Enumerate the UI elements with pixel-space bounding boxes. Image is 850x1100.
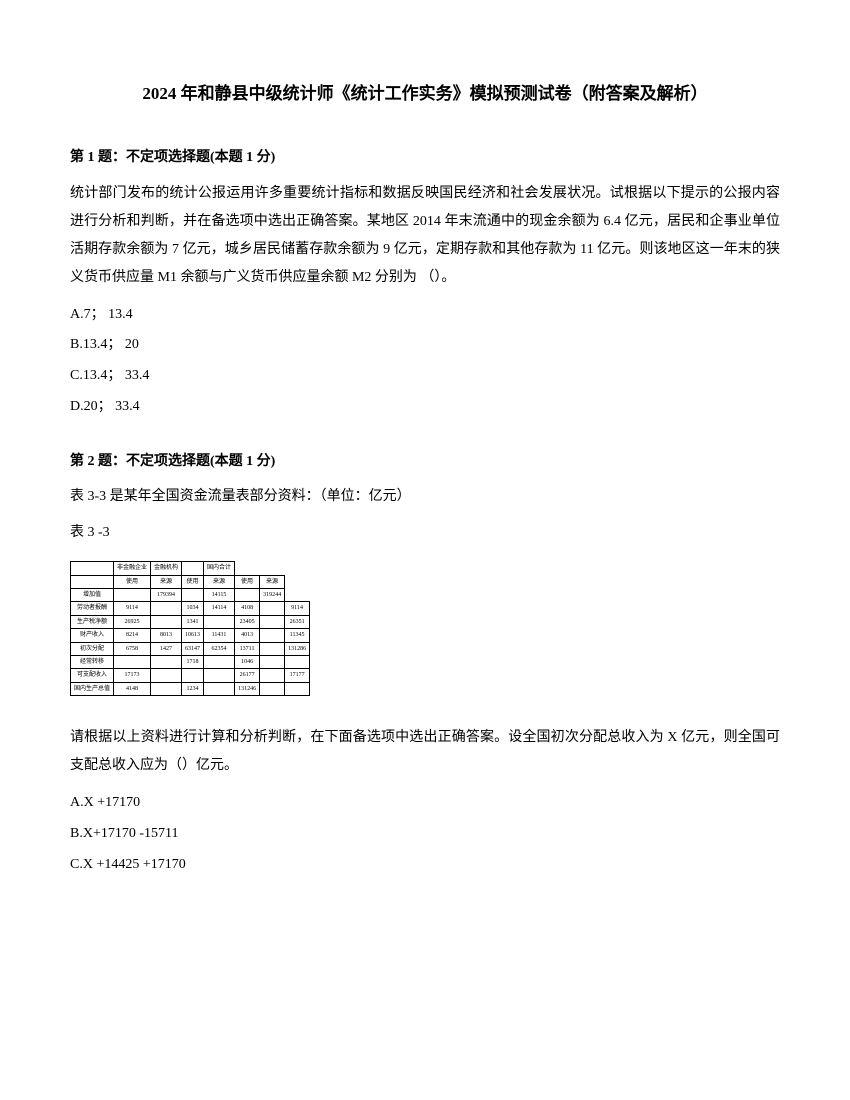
table-cell: 8013 <box>151 629 182 642</box>
table-cell: 可支配收入 <box>71 669 114 682</box>
table-cell: 14114 <box>204 602 235 615</box>
table-cell: 4148 <box>114 682 151 695</box>
table-cell: 1046 <box>235 655 260 668</box>
table-cell: 1341 <box>182 615 204 628</box>
table-cell: 初次分配 <box>71 642 114 655</box>
table-header-cell: 金融机构 <box>151 562 182 575</box>
table-cell <box>151 602 182 615</box>
q1-header: 第 1 题：不定项选择题(本题 1 分) <box>70 147 780 169</box>
q1-option-d: D.20； 33.4 <box>70 392 780 423</box>
table-cell <box>260 629 285 642</box>
table-cell: 6758 <box>114 642 151 655</box>
table-cell: 13711 <box>235 642 260 655</box>
table-subheader-cell: 使用 <box>235 575 260 588</box>
table-cell <box>151 655 182 668</box>
table-cell <box>260 615 285 628</box>
table-subheader-cell <box>71 575 114 588</box>
table-cell: 9114 <box>285 602 310 615</box>
table-header-cell <box>182 562 204 575</box>
q1-option-b: B.13.4； 20 <box>70 330 780 361</box>
table-cell <box>182 669 204 682</box>
table-cell: 63147 <box>182 642 204 655</box>
table-cell <box>260 642 285 655</box>
table-cell: 11431 <box>204 629 235 642</box>
table-cell <box>260 669 285 682</box>
table-cell: 131286 <box>285 642 310 655</box>
table-cell <box>235 588 260 601</box>
table-cell: 23405 <box>235 615 260 628</box>
table-cell <box>204 669 235 682</box>
q1-option-c: C.13.4； 33.4 <box>70 361 780 392</box>
q2-option-c: C.X +14425 +17170 <box>70 850 780 881</box>
table-cell: 26351 <box>285 615 310 628</box>
table-cell <box>151 669 182 682</box>
table-cell: 经常转移 <box>71 655 114 668</box>
table-cell <box>285 655 310 668</box>
table-cell <box>260 682 285 695</box>
table-cell: 4108 <box>235 602 260 615</box>
table-cell: 4013 <box>235 629 260 642</box>
q2-table-label: 表 3 -3 <box>70 519 780 547</box>
table-subheader-cell: 来源 <box>151 575 182 588</box>
table-cell: 179394 <box>151 588 182 601</box>
table-cell <box>260 602 285 615</box>
table-cell <box>114 655 151 668</box>
table-cell <box>204 615 235 628</box>
table-cell: 10613 <box>182 629 204 642</box>
table-header-cell <box>71 562 114 575</box>
q2-intro: 表 3-3 是某年全国资金流量表部分资料：（单位：亿元） <box>70 483 780 511</box>
table-cell <box>151 615 182 628</box>
table-cell <box>151 682 182 695</box>
table-cell: 17173 <box>114 669 151 682</box>
table-cell: 14115 <box>204 588 235 601</box>
q1-option-a: A.7； 13.4 <box>70 300 780 331</box>
table-subheader-cell: 来源 <box>204 575 235 588</box>
funds-flow-table: 非金融企业金融机构国内合计使用来源使用来源使用来源增加值179394141153… <box>70 561 780 696</box>
table-cell <box>204 682 235 695</box>
table-header-cell: 国内合计 <box>204 562 235 575</box>
table-subheader-cell: 来源 <box>260 575 285 588</box>
table-cell <box>285 682 310 695</box>
table-cell: 国内生产总值 <box>71 682 114 695</box>
table-cell <box>182 588 204 601</box>
table-cell: 11345 <box>285 629 310 642</box>
table-subheader-cell: 使用 <box>182 575 204 588</box>
q2-option-a: A.X +17170 <box>70 788 780 819</box>
table-cell: 1427 <box>151 642 182 655</box>
table-cell: 生产税净额 <box>71 615 114 628</box>
table-cell: 1718 <box>182 655 204 668</box>
table-cell: 9114 <box>114 602 151 615</box>
q2-header: 第 2 题：不定项选择题(本题 1 分) <box>70 451 780 473</box>
table-cell: 1034 <box>182 602 204 615</box>
table-cell <box>204 655 235 668</box>
table-cell: 319244 <box>260 588 285 601</box>
table-cell: 增加值 <box>71 588 114 601</box>
q2-body: 请根据以上资料进行计算和分析判断，在下面备选项中选出正确答案。设全国初次分配总收… <box>70 724 780 780</box>
table-cell: 26177 <box>235 669 260 682</box>
table-cell: 财产收入 <box>71 629 114 642</box>
q2-option-b: B.X+17170 -15711 <box>70 819 780 850</box>
table-cell: 17177 <box>285 669 310 682</box>
table-subheader-cell: 使用 <box>114 575 151 588</box>
q1-body: 统计部门发布的统计公报运用许多重要统计指标和数据反映国民经济和社会发展状况。试根… <box>70 180 780 292</box>
table-cell: 劳动者报酬 <box>71 602 114 615</box>
table-cell: 26925 <box>114 615 151 628</box>
table-cell: 8214 <box>114 629 151 642</box>
page-title: 2024 年和静县中级统计师《统计工作实务》模拟预测试卷（附答案及解析） <box>70 80 780 107</box>
table-header-cell: 非金融企业 <box>114 562 151 575</box>
table-cell: 1234 <box>182 682 204 695</box>
table-cell: 62354 <box>204 642 235 655</box>
table-cell <box>114 588 151 601</box>
table-cell <box>260 655 285 668</box>
table-cell: 131246 <box>235 682 260 695</box>
